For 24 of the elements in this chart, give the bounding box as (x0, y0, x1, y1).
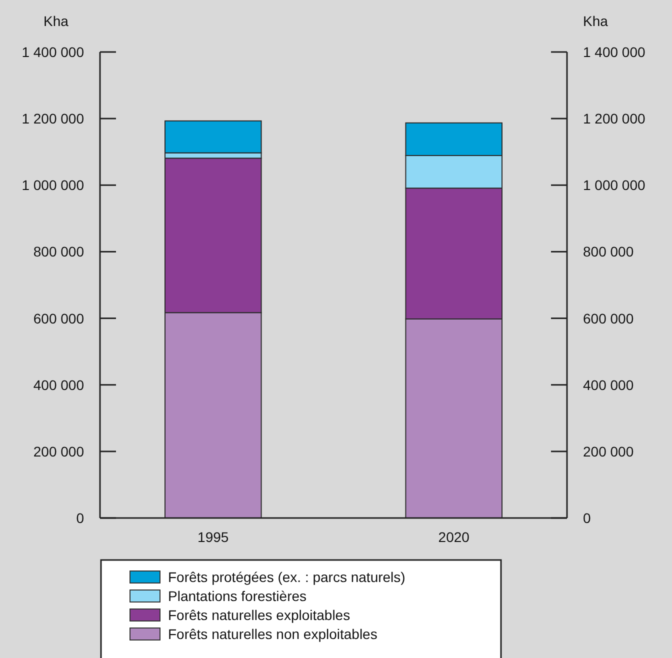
y-tick-label: 0 (76, 510, 84, 526)
y-axis-title: Kha (44, 13, 69, 29)
y-tick-label: 1 200 000 (22, 110, 84, 127)
x-tick-label: 2020 (438, 529, 470, 545)
y-tick-label: 600 000 (33, 310, 84, 326)
legend-label: Forêts protégées (ex. : parcs naturels) (168, 569, 406, 585)
y-tick-label: 1 000 000 (22, 177, 84, 194)
y-tick-label: 200 000 (33, 443, 84, 460)
y2-tick-label: 1 200 000 (583, 110, 646, 127)
y2-tick-label: 1 400 000 (583, 44, 646, 60)
x-tick-label: 1995 (198, 529, 229, 545)
legend-label: Plantations forestières (168, 588, 307, 604)
y2-tick-label: 0 (583, 510, 591, 526)
y2-tick-label: 600 000 (583, 310, 634, 326)
y2-tick-label: 200 000 (583, 443, 634, 460)
legend-label: Forêts naturelles exploitables (168, 607, 350, 623)
y2-tick-label: 800 000 (583, 244, 634, 260)
y-tick-label: 1 400 000 (22, 44, 84, 60)
y2-axis-title: Kha (583, 13, 608, 29)
y2-tick-label: 400 000 (583, 376, 634, 393)
y-tick-label: 400 000 (33, 376, 84, 393)
y2-tick-label: 1 000 000 (583, 177, 646, 194)
y-tick-label: 800 000 (33, 244, 84, 260)
legend-label: Forêts naturelles non exploitables (168, 626, 378, 642)
